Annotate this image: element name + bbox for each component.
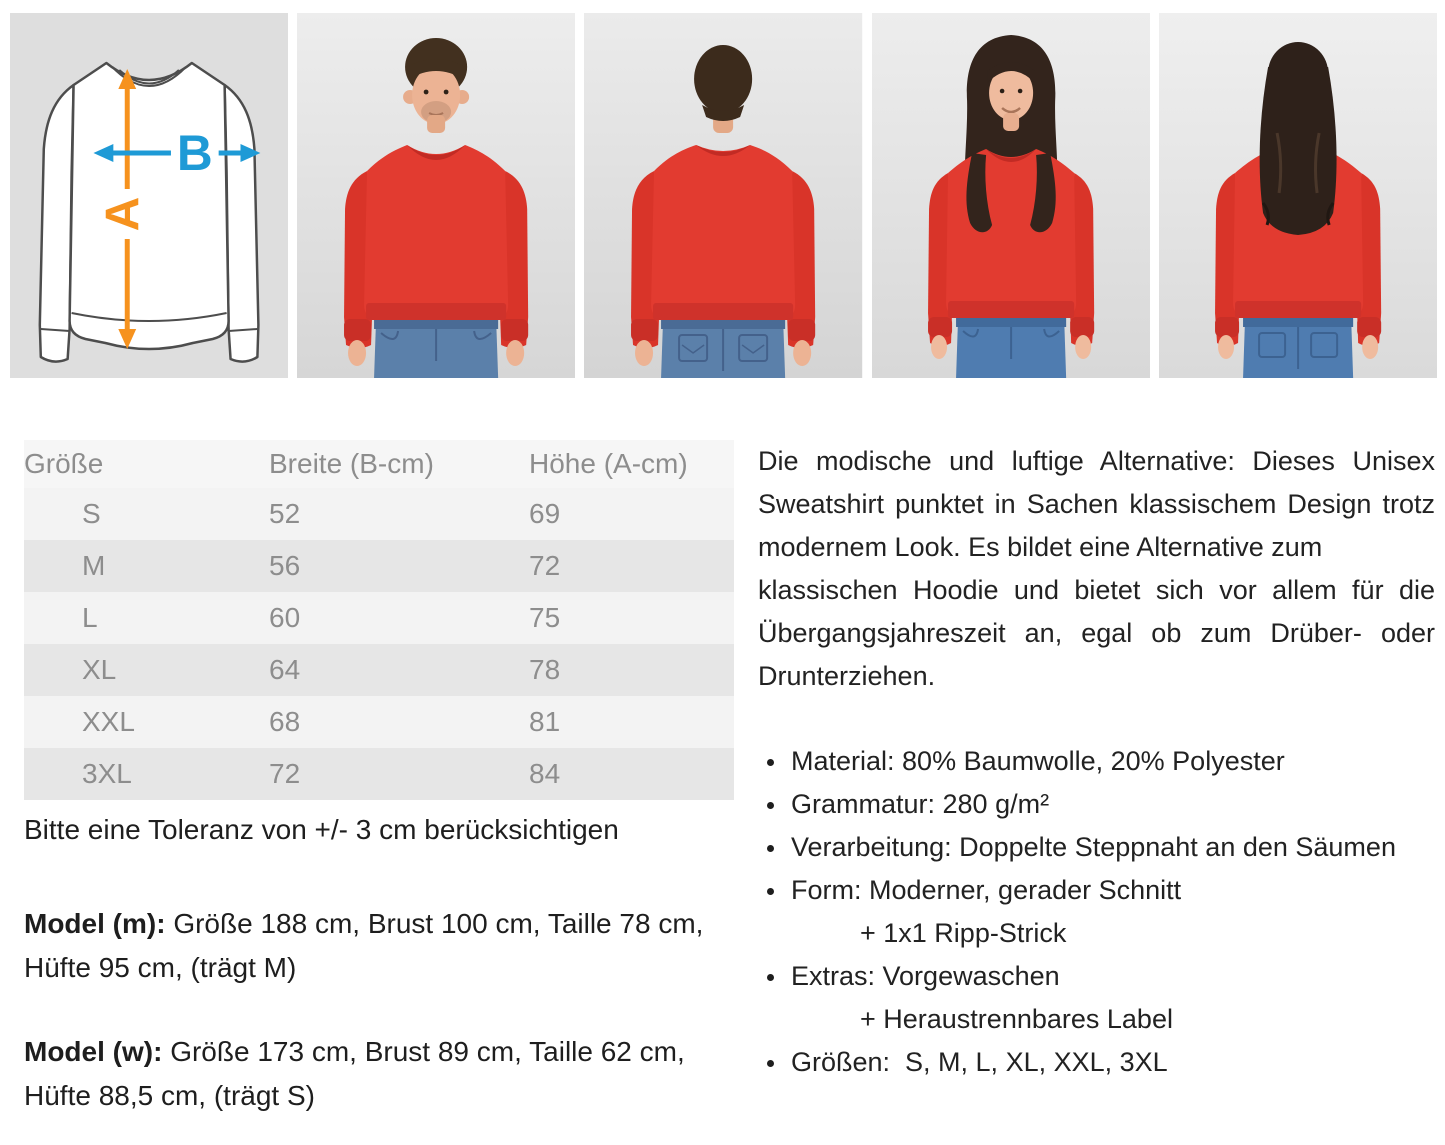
size-cell: L — [82, 602, 98, 633]
size-cell: M — [82, 550, 106, 581]
width-cell: 64 — [269, 654, 301, 685]
feature-text: Größen: S, M, L, XL, XXL, 3XL — [791, 1047, 1168, 1077]
model-w-line1: Größe 173 cm, Brust 89 cm, Taille 62 cm, — [170, 1036, 685, 1067]
description-line: Die modische und luftige Alternative: Di… — [758, 446, 1435, 476]
size-table-row: L 60 75 — [24, 592, 734, 644]
size-cell: S — [82, 498, 101, 529]
description-line: klassischen Hoodie und bietet sich vor a… — [758, 575, 1435, 605]
model-m-line2: Hüfte 95 cm, (trägt M) — [24, 952, 297, 983]
size-diagram-graphic: A B — [10, 13, 289, 378]
label-b: B — [177, 125, 213, 181]
size-table-row: M 56 72 — [24, 540, 734, 592]
feature-list: Material: 80% Baumwolle, 20% Polyester G… — [758, 740, 1435, 1084]
feature-text: Grammatur: 280 g/m² — [791, 789, 1050, 819]
width-cell: 72 — [269, 758, 301, 789]
product-description: Die modische und luftige Alternative: Di… — [758, 440, 1435, 698]
model-m-label: Model (m): — [24, 908, 166, 939]
size-cell: 3XL — [82, 758, 132, 789]
description-line: modernem Look. Es bildet eine Alternativ… — [758, 532, 1323, 562]
height-cell: 72 — [529, 550, 561, 581]
feature-text: + 1x1 Ripp-Strick — [860, 918, 1067, 948]
size-table-header-cell: Breite (B-cm) — [269, 448, 434, 479]
description-line: Übergangsjahreszeit an, egal ob zum Drüb… — [758, 618, 1435, 648]
bullet-icon — [767, 802, 774, 809]
size-diagram: A B — [10, 13, 289, 378]
photo-male-back — [584, 13, 863, 378]
height-cell: 78 — [529, 654, 561, 685]
feature-item: Verarbeitung: Doppelte Steppnaht an den … — [758, 826, 1435, 869]
bullet-icon — [767, 845, 774, 852]
details-section: Größe Breite (B-cm) Höhe (A-cm) S 52 69 M … — [0, 440, 1445, 1145]
feature-item: Material: 80% Baumwolle, 20% Polyester — [758, 740, 1435, 783]
size-table-row: S 52 69 — [24, 488, 734, 540]
size-table: Größe Breite (B-cm) Höhe (A-cm) S 52 69 M … — [24, 440, 734, 800]
width-cell: 52 — [269, 498, 301, 529]
feature-item: + 1x1 Ripp-Strick — [758, 912, 1435, 955]
model-w-line2: Hüfte 88,5 cm, (trägt S) — [24, 1080, 315, 1111]
height-cell: 69 — [529, 498, 561, 529]
male-back-photo — [584, 13, 863, 378]
height-cell: 84 — [529, 758, 561, 789]
size-table-row: XL 64 78 — [24, 644, 734, 696]
female-front-photo — [871, 13, 1150, 378]
model-w-label: Model (w): — [24, 1036, 163, 1067]
size-table-header-row: Größe Breite (B-cm) Höhe (A-cm) — [24, 440, 734, 488]
width-arrow-b-icon: B — [93, 125, 261, 181]
feature-text: + Heraustrennbares Label — [860, 1004, 1173, 1034]
description-column: Die modische und luftige Alternative: Di… — [758, 440, 1435, 1145]
feature-text: Verarbeitung: Doppelte Steppnaht an den … — [791, 832, 1396, 862]
width-cell: 68 — [269, 706, 301, 737]
size-table-row: 3XL 72 84 — [24, 748, 734, 800]
feature-text: Material: 80% Baumwolle, 20% Polyester — [791, 746, 1285, 776]
tolerance-note: Bitte eine Toleranz von +/- 3 cm berücks… — [24, 814, 619, 845]
feature-text: Form: Moderner, gerader Schnitt — [791, 875, 1182, 905]
female-back-photo — [1158, 13, 1438, 378]
product-image-row: A B — [0, 0, 1445, 378]
model-m-line1: Größe 188 cm, Brust 100 cm, Taille 78 cm… — [173, 908, 704, 939]
bullet-icon — [767, 1060, 774, 1067]
size-cell: XXL — [82, 706, 135, 737]
size-cell: XL — [82, 654, 117, 685]
height-arrow-a-icon: A — [97, 69, 150, 349]
male-front-photo — [297, 13, 576, 378]
height-cell: 75 — [529, 602, 561, 633]
feature-item: + Heraustrennbares Label — [758, 998, 1435, 1041]
size-table-header-cell: Größe — [24, 448, 104, 479]
size-table-row: XXL 68 81 — [24, 696, 734, 748]
height-cell: 81 — [529, 706, 561, 737]
feature-text: Extras: Vorgewaschen — [791, 961, 1060, 991]
size-info-column: Größe Breite (B-cm) Höhe (A-cm) S 52 69 M … — [24, 440, 736, 1145]
bullet-icon — [767, 759, 774, 766]
photo-male-front — [297, 13, 576, 378]
model-m-info: Model (m): Größe 188 cm, Brust 100 cm, T… — [24, 902, 729, 990]
description-line: Drunterziehen. — [758, 661, 936, 691]
size-table-header-cell: Höhe (A-cm) — [529, 448, 688, 479]
model-w-info: Model (w): Größe 173 cm, Brust 89 cm, Ta… — [24, 1030, 729, 1118]
photo-female-back — [1158, 13, 1438, 378]
feature-item: Extras: Vorgewaschen — [758, 955, 1435, 998]
bullet-icon — [767, 888, 774, 895]
label-a: A — [97, 197, 150, 232]
description-line: Sweatshirt punktet in Sachen klassischem… — [758, 489, 1435, 519]
photo-female-front — [871, 13, 1150, 378]
width-cell: 60 — [269, 602, 301, 633]
feature-item: Form: Moderner, gerader Schnitt — [758, 869, 1435, 912]
feature-item: Größen: S, M, L, XL, XXL, 3XL — [758, 1041, 1435, 1084]
feature-item: Grammatur: 280 g/m² — [758, 783, 1435, 826]
width-cell: 56 — [269, 550, 301, 581]
bullet-icon — [767, 974, 774, 981]
